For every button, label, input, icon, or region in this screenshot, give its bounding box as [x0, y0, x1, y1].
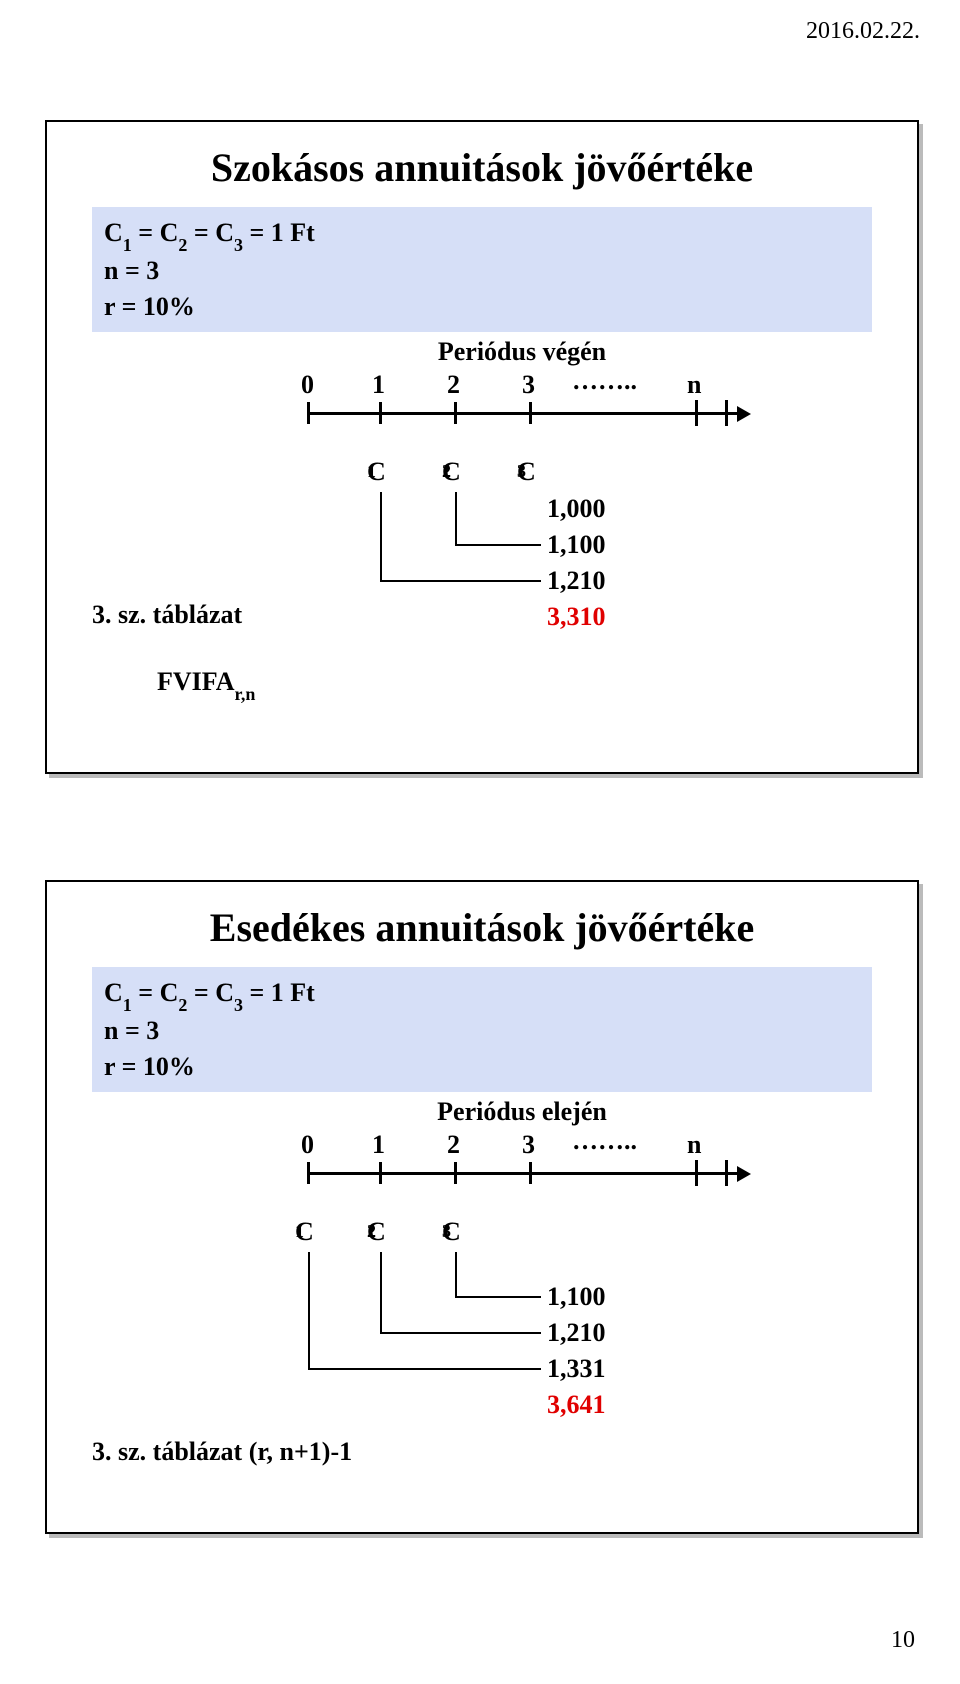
def-line-1: C1 = C2 = C3 = 1 Ft — [104, 975, 860, 1013]
connector-c2-v — [455, 492, 457, 546]
date-stamp: 2016.02.22. — [806, 18, 920, 45]
connector-c2-v — [380, 1252, 382, 1334]
slide-2-title: Esedékes annuitások jövőértéke — [47, 904, 917, 951]
value-1: 1,000 — [547, 494, 606, 524]
value-3: 1,210 — [547, 566, 606, 596]
slide-2-definitions: C1 = C2 = C3 = 1 Ft n = 3 r = 10% — [92, 967, 872, 1092]
slide-1-title: Szokásos annuitások jövőértéke — [47, 144, 917, 191]
timeline-axis — [307, 412, 737, 415]
sum-value: 3,310 — [547, 602, 606, 632]
connector-c1-h — [308, 1368, 541, 1370]
connector-c3-v — [455, 1252, 457, 1298]
def-line-3: r = 10% — [104, 289, 860, 324]
period-label: Periódus elején — [307, 1097, 737, 1127]
slide-1-definitions: C1 = C2 = C3 = 1 Ft n = 3 r = 10% — [92, 207, 872, 332]
table-note-1: 3. sz. táblázat — [92, 600, 242, 630]
fvifa-label: FVIFAr,n — [157, 667, 255, 701]
value-2: 1,100 — [547, 530, 606, 560]
connector-c2-h — [380, 1332, 541, 1334]
connector-c2-h — [455, 544, 541, 546]
connector-c3-h — [455, 1296, 541, 1298]
value-3: 1,331 — [547, 1354, 606, 1384]
def-line-3: r = 10% — [104, 1049, 860, 1084]
period-label: Periódus végén — [307, 337, 737, 367]
def-line-2: n = 3 — [104, 253, 860, 288]
sum-value: 3,641 — [547, 1390, 606, 1420]
slide-1: Szokásos annuitások jövőértéke C1 = C2 =… — [45, 120, 919, 774]
table-note-2: 3. sz. táblázat (r, n+1)-1 — [92, 1437, 352, 1467]
page: 2016.02.22. 10 Szokásos annuitások jövőé… — [0, 0, 960, 1684]
value-2: 1,210 — [547, 1318, 606, 1348]
connector-c1-v — [380, 492, 382, 582]
def-line-1: C1 = C2 = C3 = 1 Ft — [104, 215, 860, 253]
def-line-2: n = 3 — [104, 1013, 860, 1048]
slide-2: Esedékes annuitások jövőértéke C1 = C2 =… — [45, 880, 919, 1534]
connector-c1-v — [308, 1252, 310, 1370]
page-number: 10 — [891, 1627, 915, 1654]
connector-c1-h — [380, 580, 541, 582]
timeline-axis — [307, 1172, 737, 1175]
value-1: 1,100 — [547, 1282, 606, 1312]
